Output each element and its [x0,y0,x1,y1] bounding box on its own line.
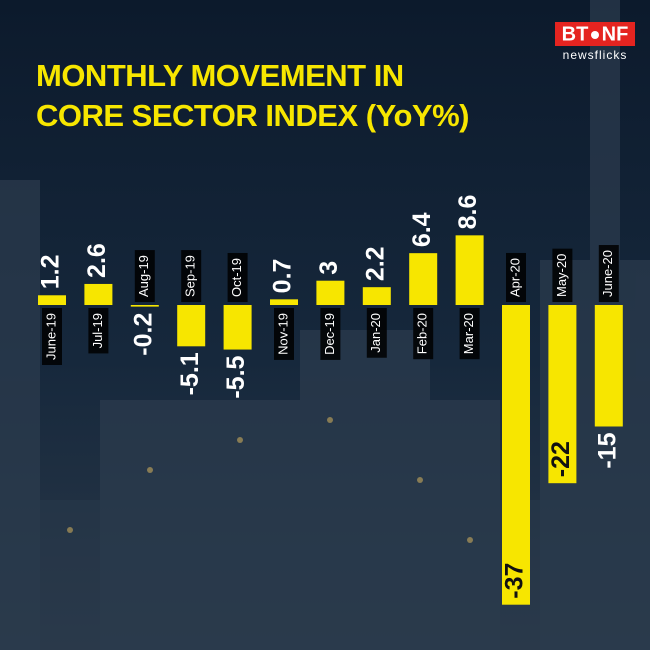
category-label-box [320,308,341,360]
value-label: 2.6 [83,243,111,278]
category-label-box [42,308,62,365]
category-label-box [227,252,248,302]
category-label-box [506,252,526,302]
category-label: Dec-19 [322,313,337,355]
bar [548,305,577,484]
value-label: 0.7 [269,259,297,294]
category-label: June-19 [43,313,58,360]
category-label: Mar-20 [461,313,476,354]
category-label: Jan-20 [368,313,383,353]
value-label: -5.1 [176,352,204,395]
category-label-box [181,250,202,302]
category-label: Sep-19 [183,255,198,297]
category-label: Oct-19 [229,258,244,297]
value-label: 8.6 [454,195,482,230]
value-label: 3 [315,261,343,275]
category-label: Feb-20 [415,313,430,354]
bar [316,280,345,305]
category-label: Aug-19 [136,255,151,297]
bar [362,287,391,305]
bar [38,295,66,305]
value-label: -5.5 [222,355,250,398]
category-label: Jul-19 [90,313,105,348]
bar [409,253,438,305]
category-label: Apr-20 [507,258,522,297]
chart-title: CORE SECTOR INDEX (YoY%) [36,98,469,133]
lights [67,417,473,543]
category-label-box [88,308,109,354]
value-label: -15 [593,432,621,468]
value-label: 1.2 [37,255,65,290]
category-label-box [134,250,155,302]
value-label: 6.4 [408,212,436,247]
logo: BT NF newsflicks [555,22,635,62]
bar [270,299,298,305]
category-label-box [366,308,387,358]
bar [130,305,159,307]
bar [502,305,530,605]
category-label-box [413,308,434,360]
bar [84,283,113,305]
category-label-box [274,308,294,360]
category-label-box [552,248,573,302]
category-label: Nov-19 [275,313,290,355]
value-label: -0.2 [129,313,157,356]
bar [177,305,206,347]
value-label: -22 [547,441,575,477]
category-label: May-20 [554,254,569,297]
bar [455,235,484,305]
category-label: June-20 [600,250,615,297]
category-label-box [598,245,619,302]
bar [594,305,623,427]
logo-text: NF [602,23,629,45]
logo-dot [591,31,599,39]
category-label-box [459,308,480,360]
chart-title: MONTHLY MOVEMENT IN [36,58,404,93]
value-label: 2.2 [361,246,389,281]
logo-text: BT [562,23,589,45]
logo-tagline: newsflicks [563,48,628,62]
value-label: -37 [501,563,529,599]
bar [223,305,252,350]
